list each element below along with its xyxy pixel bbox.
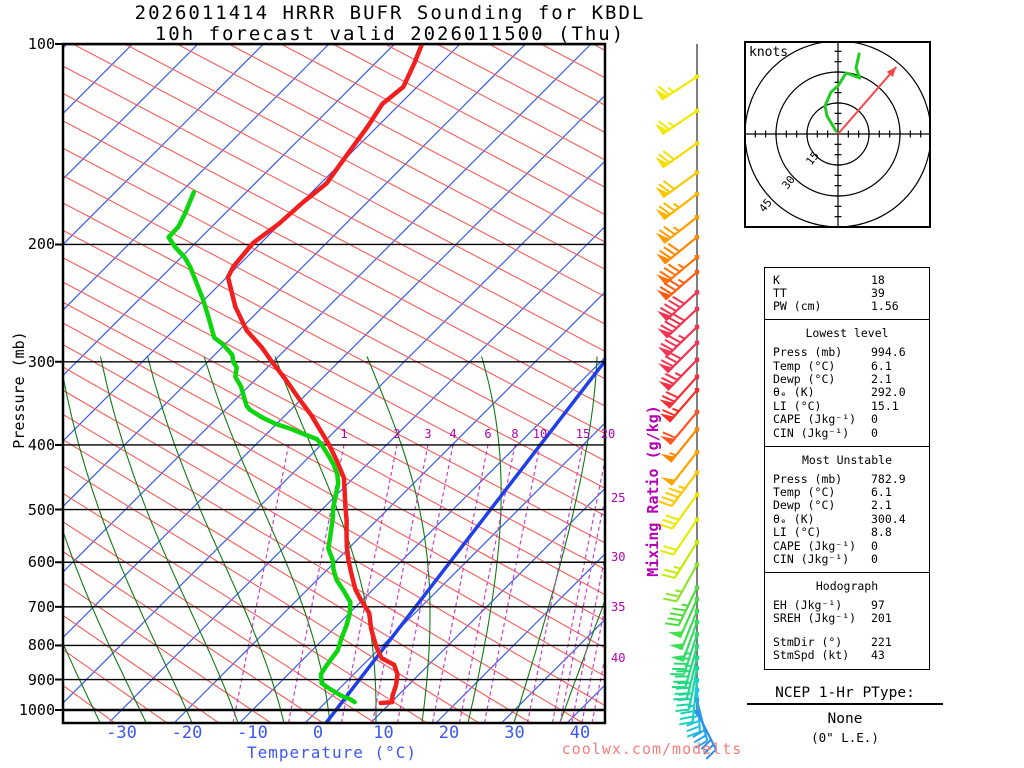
- hodograph: [745, 42, 930, 227]
- hodograph-trace: [823, 52, 862, 133]
- dewpoint-curve: [166, 190, 357, 705]
- pressure-tick-marks: [55, 43, 63, 711]
- temperature-curve: [225, 44, 425, 706]
- hodograph-frame: [744, 41, 931, 228]
- wind-barb-column: [654, 44, 718, 760]
- skewt-background: [63, 44, 605, 723]
- plot-frame: [61, 42, 607, 725]
- storm-motion-arrow: [886, 66, 897, 78]
